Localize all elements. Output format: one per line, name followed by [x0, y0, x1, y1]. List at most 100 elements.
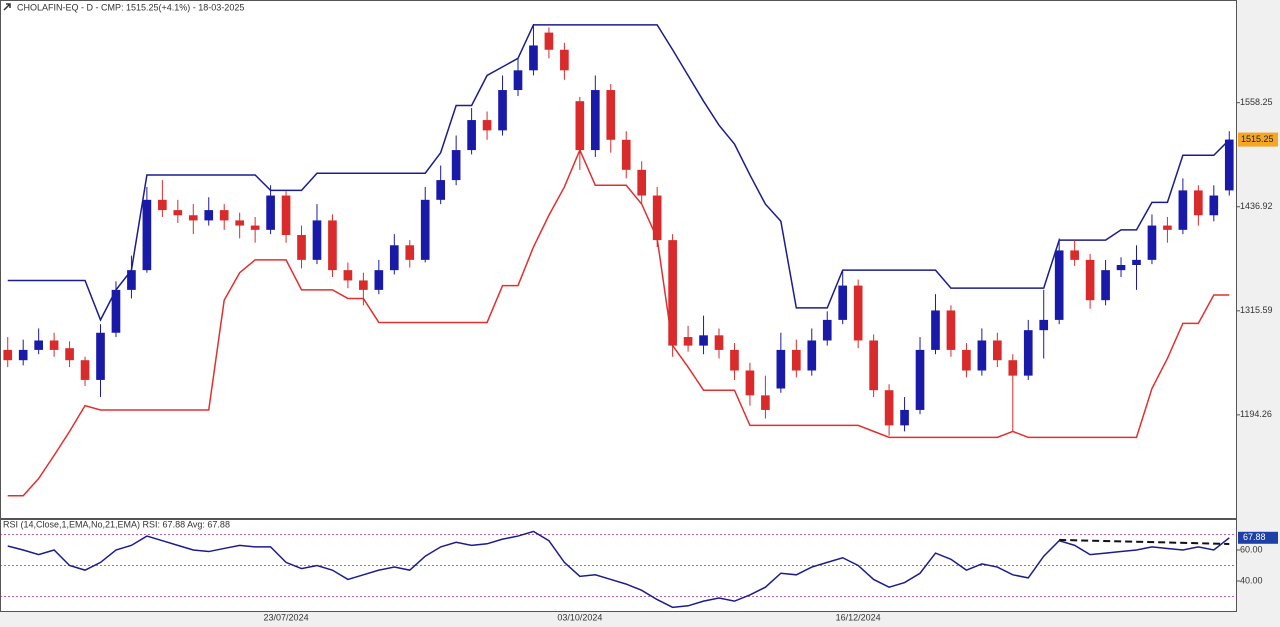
candle-body	[1116, 265, 1126, 271]
candle-body	[838, 285, 848, 320]
candle-body	[405, 245, 415, 260]
candle-body	[3, 349, 13, 361]
y-tick-label: 1436.92	[1240, 201, 1273, 211]
candle-body	[1132, 259, 1141, 266]
candle-body	[822, 319, 832, 341]
candle-body	[65, 348, 74, 361]
rsi-last-label: 67.88	[1243, 532, 1266, 542]
candle-body	[235, 220, 244, 226]
candle-body	[652, 195, 662, 241]
candle-body	[621, 139, 631, 170]
y-tick-label: 1315.59	[1240, 305, 1273, 315]
candle-body	[374, 270, 384, 290]
candle-body	[1008, 360, 1018, 376]
candle-body	[745, 370, 755, 396]
candle-body	[80, 360, 90, 380]
candle-body	[761, 395, 770, 410]
candle-body	[142, 199, 152, 271]
candle-body	[1054, 250, 1064, 320]
candle-body	[529, 45, 538, 71]
candle-body	[498, 90, 507, 131]
candle-body	[606, 90, 616, 140]
candle-body	[328, 220, 337, 271]
candle-body	[560, 49, 569, 71]
rsi-title: RSI (14,Close,1,EMA,No,21,EMA) RSI: 67.8…	[3, 519, 230, 529]
candle-body	[359, 280, 368, 290]
candle-body	[699, 335, 708, 346]
chart-title: CHOLAFIN-EQ - D - CMP: 1515.25(+4.1%) - …	[17, 2, 244, 12]
rsi-y-tick-label: 60.00	[1240, 544, 1263, 554]
candle-body	[250, 225, 260, 230]
candle-body	[884, 390, 894, 426]
channel-line	[7, 24, 1230, 322]
candle-body	[637, 169, 647, 196]
candle-body	[1070, 250, 1079, 260]
rsi-y-tick-label: 40.00	[1240, 575, 1263, 585]
candle-body	[312, 220, 322, 260]
candle-body	[343, 270, 353, 281]
candle-body	[482, 120, 492, 131]
candle-body	[389, 245, 399, 271]
candle-body	[1101, 270, 1110, 301]
candle-body	[776, 349, 786, 389]
candle-body	[49, 340, 59, 350]
candle-body	[807, 340, 817, 371]
candle-body	[96, 332, 105, 380]
candle-body	[791, 349, 801, 371]
candle-body	[575, 101, 585, 151]
candle-body	[18, 349, 28, 361]
rsi-line	[7, 530, 1230, 609]
candle-body	[436, 180, 446, 200]
candle-body	[714, 335, 724, 350]
candle-body	[467, 120, 476, 151]
rsi-last-box	[1238, 531, 1278, 544]
candle-body	[1209, 195, 1219, 216]
last-price-label: 1515.25	[1241, 134, 1274, 144]
candle-body	[915, 349, 925, 410]
candle-body	[1023, 330, 1033, 376]
candle-body	[977, 340, 987, 371]
candle-body	[158, 199, 167, 211]
y-tick-label: 1194.26	[1240, 409, 1272, 419]
y-tick-label: 1558.25	[1240, 97, 1273, 107]
candle-body	[219, 210, 229, 221]
candle-body	[266, 195, 275, 230]
candle-body	[127, 270, 136, 290]
expand-icon[interactable]	[3, 3, 11, 11]
channel-line	[7, 148, 1230, 497]
rsi-trendline	[1059, 538, 1230, 545]
axis-strip	[1237, 0, 1280, 627]
candle-body	[1163, 225, 1172, 230]
candle-body	[590, 90, 600, 151]
candle-body	[188, 215, 198, 221]
candle-body	[993, 340, 1002, 361]
candle-body	[683, 337, 693, 346]
candle-body	[420, 199, 430, 260]
candle-body	[962, 349, 971, 371]
x-tick-label: 16/12/2024	[836, 612, 881, 622]
candle-body	[513, 70, 523, 91]
candle-body	[111, 289, 121, 333]
candle-body	[1178, 190, 1188, 230]
candle-body	[900, 409, 909, 426]
last-price-box	[1238, 132, 1278, 147]
candle-body	[1085, 259, 1095, 301]
candle-body	[281, 195, 291, 235]
candle-body	[34, 340, 43, 350]
candle-body	[1224, 139, 1234, 191]
x-axis-strip	[0, 612, 1280, 627]
candle-body	[1039, 319, 1049, 331]
candle-body	[1194, 190, 1203, 216]
price-panel-frame	[0, 0, 1237, 519]
candle-body	[544, 32, 554, 50]
candle-body	[173, 210, 183, 216]
candle-body	[869, 340, 878, 391]
candle-body	[946, 310, 956, 350]
candle-body	[931, 310, 940, 350]
x-tick-label: 23/07/2024	[264, 612, 309, 622]
candle-body	[204, 210, 214, 221]
candle-body	[297, 234, 306, 260]
candle-body	[730, 349, 739, 371]
